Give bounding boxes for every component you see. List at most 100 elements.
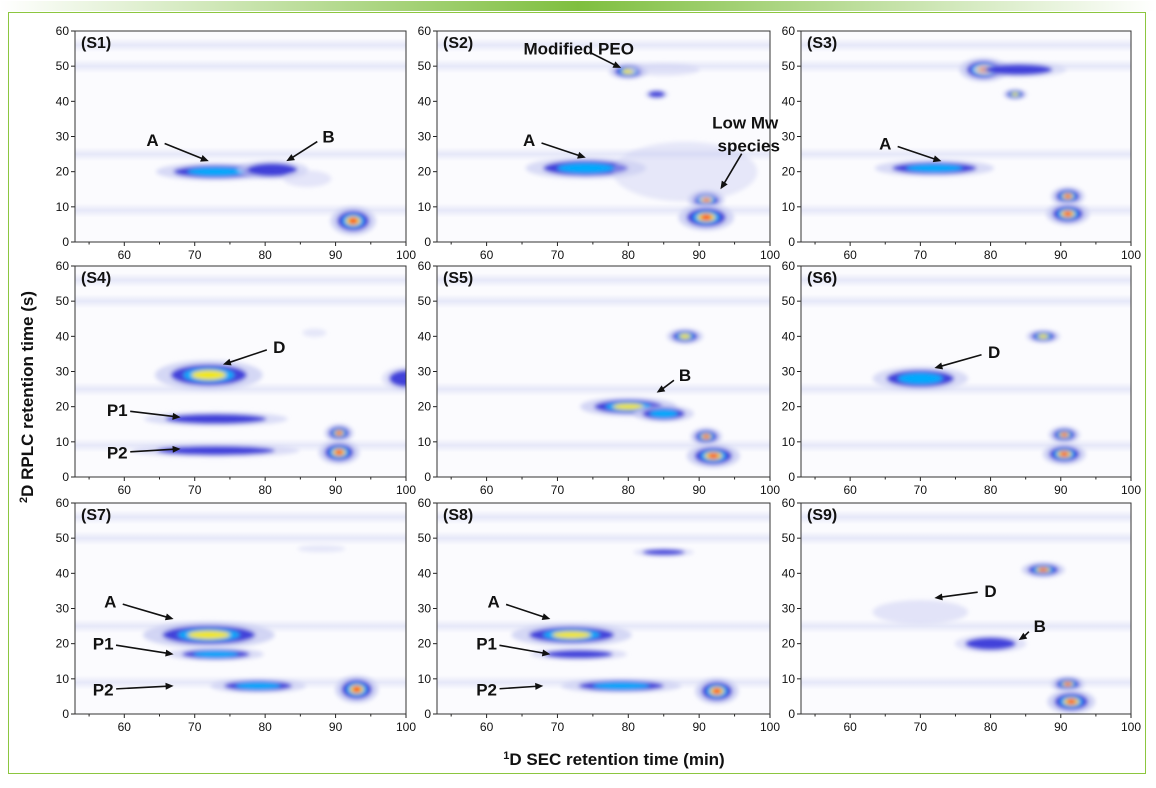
x-tick-label: 80 xyxy=(258,720,272,734)
y-tick-label: 0 xyxy=(62,707,69,721)
y-tick-label: 10 xyxy=(418,200,432,214)
spot-contour xyxy=(557,163,615,174)
annotation-arrow-line xyxy=(940,591,978,598)
spot-contour xyxy=(679,333,691,339)
background-band xyxy=(75,273,406,288)
spot-3 xyxy=(644,89,669,100)
x-tick-label: 80 xyxy=(258,248,272,262)
y-tick-label: 60 xyxy=(782,259,796,273)
plot-area xyxy=(437,273,770,468)
spot-5 xyxy=(686,443,740,468)
background-band xyxy=(75,510,406,525)
spot-contour xyxy=(703,434,710,439)
y-tick-label: 30 xyxy=(418,365,432,379)
y-tick-label: 10 xyxy=(56,435,70,449)
y-tick-label: 10 xyxy=(782,435,796,449)
spot-contour xyxy=(191,370,227,380)
plot-border xyxy=(436,502,771,715)
annotation-arrow-line xyxy=(499,644,545,655)
annotation-arrow-head xyxy=(1018,632,1028,641)
panel-1: 60 70 80 90 100 0 10 20 30 40 50 60 (S1) A B xyxy=(56,24,417,262)
spot-3 xyxy=(560,678,682,694)
spot-contour xyxy=(642,549,685,556)
spot-contour xyxy=(1037,334,1049,339)
spot-3 xyxy=(954,634,1027,653)
x-tick-label: 100 xyxy=(396,248,416,262)
background-band xyxy=(75,294,406,309)
y-tick-label: 50 xyxy=(418,59,432,73)
spot-2 xyxy=(627,63,700,76)
x-tick-label: 90 xyxy=(1054,483,1068,497)
y-tick-label: 50 xyxy=(782,294,796,308)
spot-contour xyxy=(544,649,613,659)
annotation-arrow-head xyxy=(612,61,622,68)
x-tick-label: 60 xyxy=(843,720,857,734)
y-tick-label: 30 xyxy=(418,130,432,144)
spot-1 xyxy=(154,360,263,390)
annotation-label: Low Mw xyxy=(712,113,779,132)
y-axis-title: 2D RPLC retention time (s) xyxy=(18,291,37,503)
y-tick-label: 20 xyxy=(56,637,70,651)
annotation-arrow-line xyxy=(590,52,617,67)
x-tick-label: 100 xyxy=(760,720,780,734)
background-band xyxy=(801,38,1131,53)
plot-area xyxy=(437,510,770,705)
spot-contour xyxy=(389,370,406,387)
spot-contour xyxy=(712,688,722,694)
spot-4 xyxy=(335,675,379,704)
spot-contour xyxy=(348,217,358,224)
y-tick-label: 0 xyxy=(62,235,69,249)
annotation-label: D xyxy=(988,343,1000,362)
annotation-arrow-head xyxy=(165,649,174,657)
x-tick-label: 60 xyxy=(118,720,132,734)
background-band xyxy=(801,273,1131,288)
spot-contour xyxy=(1063,211,1073,217)
plot-area xyxy=(75,510,406,704)
y-tick-label: 50 xyxy=(418,531,432,545)
panel-label: (S6) xyxy=(807,270,837,287)
spot-6 xyxy=(1046,202,1090,226)
x-tick-label: 70 xyxy=(914,720,928,734)
spot-contour xyxy=(302,328,327,338)
spot-contour xyxy=(612,403,644,410)
y-tick-label: 0 xyxy=(788,235,795,249)
spot-contour xyxy=(592,682,650,690)
panel-6: 60 70 80 90 100 0 10 20 30 40 50 60 (S6) D xyxy=(782,259,1142,497)
y-tick-label: 40 xyxy=(782,329,796,343)
figure-frame xyxy=(8,12,1146,774)
y-tick-label: 40 xyxy=(782,94,796,108)
x-tick-label: 60 xyxy=(480,483,494,497)
y-tick-label: 0 xyxy=(788,470,795,484)
annotation-arrow-line xyxy=(291,140,318,159)
spot-contour xyxy=(906,164,963,173)
annotation-label: P2 xyxy=(107,443,128,462)
spot-4 xyxy=(695,677,739,705)
spot-2 xyxy=(530,648,627,661)
panel-3: 60 70 80 90 100 0 10 20 30 40 50 60 (S3) A xyxy=(782,24,1142,262)
spot-contour xyxy=(336,431,343,435)
spot-4 xyxy=(330,206,376,236)
annotation-label: P2 xyxy=(476,680,497,699)
background-band xyxy=(75,147,406,162)
y-tick-label: 50 xyxy=(56,294,70,308)
plot-area xyxy=(801,273,1131,465)
background-band xyxy=(437,273,770,288)
y-tick-label: 20 xyxy=(56,165,70,179)
x-tick-label: 90 xyxy=(1054,720,1068,734)
y-tick-label: 60 xyxy=(782,496,796,510)
y-tick-label: 10 xyxy=(56,200,70,214)
panel-label: (S9) xyxy=(807,507,837,524)
x-tick-label: 70 xyxy=(551,720,565,734)
x-tick-label: 60 xyxy=(118,483,132,497)
panel-label: (S1) xyxy=(81,35,111,52)
spot-contour xyxy=(707,453,719,459)
annotation-label: D xyxy=(273,338,285,357)
panel-9: 60 70 80 90 100 0 10 20 30 40 50 60 (S9) D B xyxy=(782,496,1142,734)
y-tick-label: 0 xyxy=(62,470,69,484)
plot-border xyxy=(800,265,1132,478)
spot-4 xyxy=(1042,443,1086,465)
spot-contour xyxy=(187,630,231,640)
annotation-arrow-line xyxy=(130,410,175,418)
spot-1 xyxy=(142,621,275,649)
annotation-label: B xyxy=(679,366,691,385)
